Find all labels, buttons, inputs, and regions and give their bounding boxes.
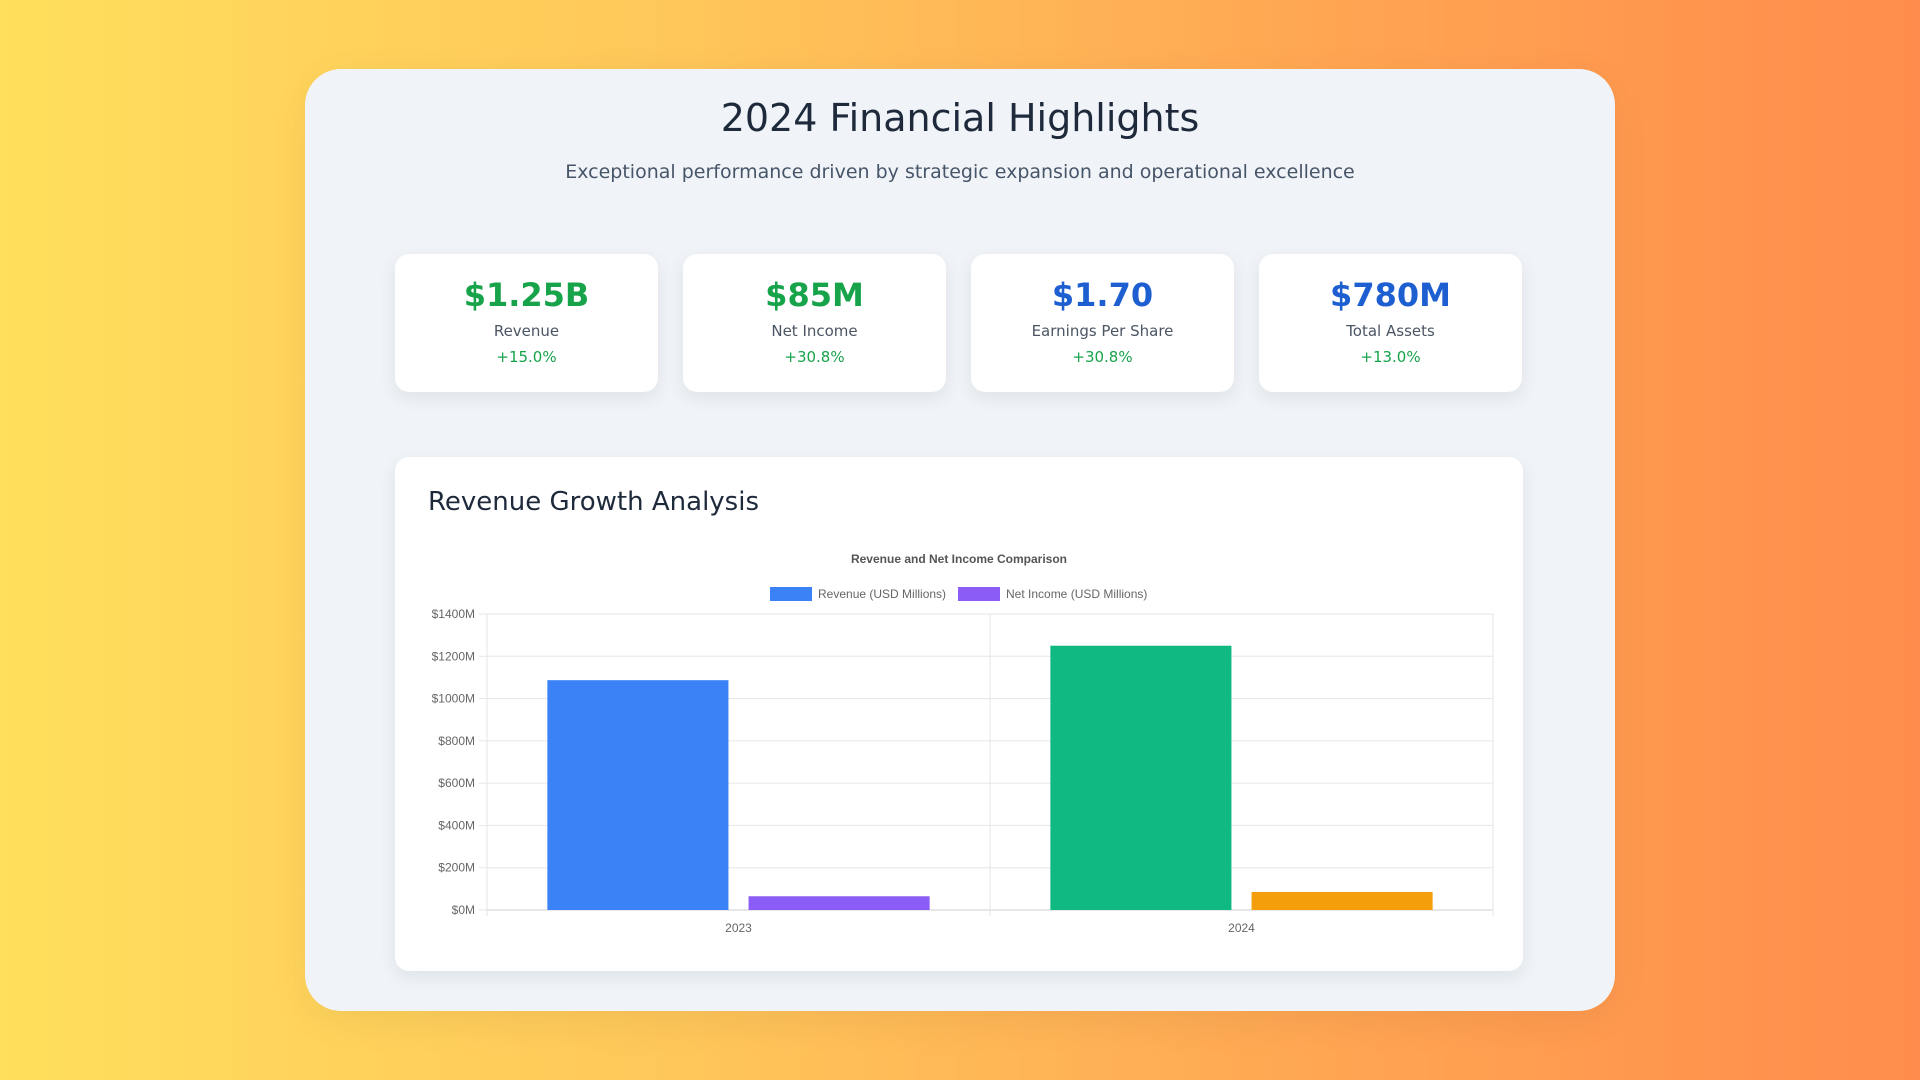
legend-label: Revenue (USD Millions) bbox=[818, 587, 946, 601]
y-tick-label: $400M bbox=[438, 818, 475, 832]
kpi-card-total-assets: $780M Total Assets +13.0% bbox=[1259, 254, 1522, 392]
revenue-bar-chart: Revenue and Net Income Comparison Revenue… bbox=[432, 552, 1494, 935]
kpi-value: $85M bbox=[765, 276, 864, 314]
kpi-label: Revenue bbox=[493, 322, 560, 340]
page-subtitle: Exceptional performance driven by strate… bbox=[565, 161, 1355, 183]
kpi-value: $1.25B bbox=[463, 276, 590, 314]
highlights-panel: 2024 Financial Highlights Exceptional pe… bbox=[305, 69, 1615, 1011]
kpi-value: $780M bbox=[1330, 276, 1451, 314]
kpi-change: +30.8% bbox=[784, 348, 845, 366]
bar-2024-series-0 bbox=[1050, 645, 1232, 910]
y-tick-label: $200M bbox=[438, 861, 475, 875]
kpi-change: +13.0% bbox=[1360, 348, 1421, 366]
kpi-label: Net Income bbox=[771, 322, 858, 340]
y-tick-label: $1000M bbox=[432, 692, 475, 706]
y-tick-label: $800M bbox=[438, 734, 475, 748]
section-heading: Revenue Growth Analysis bbox=[428, 487, 759, 517]
bar-2023-series-0 bbox=[547, 680, 729, 910]
x-tick-label: 2023 bbox=[725, 921, 752, 935]
revenue-chart-card: Revenue Growth Analysis Revenue and Net … bbox=[395, 457, 1523, 971]
kpi-label: Earnings Per Share bbox=[1031, 322, 1174, 340]
y-tick-label: $1200M bbox=[432, 649, 475, 663]
page-title: 2024 Financial Highlights bbox=[720, 96, 1200, 140]
kpi-change: +30.8% bbox=[1072, 348, 1133, 366]
legend-swatch bbox=[958, 587, 1000, 601]
y-tick-label: $0M bbox=[452, 903, 475, 917]
kpi-label: Total Assets bbox=[1346, 322, 1435, 340]
kpi-card-eps: $1.70 Earnings Per Share +30.8% bbox=[971, 254, 1234, 392]
kpi-change: +15.0% bbox=[496, 348, 557, 366]
chart-title: Revenue and Net Income Comparison bbox=[851, 552, 1067, 566]
y-tick-label: $600M bbox=[438, 776, 475, 790]
bar-2023-series-1 bbox=[748, 896, 930, 910]
kpi-card-revenue: $1.25B Revenue +15.0% bbox=[395, 254, 658, 392]
kpi-value: $1.70 bbox=[1051, 276, 1154, 314]
legend-swatch bbox=[770, 587, 812, 601]
x-tick-label: 2024 bbox=[1228, 921, 1255, 935]
kpi-card-net-income: $85M Net Income +30.8% bbox=[683, 254, 946, 392]
bar-2024-series-1 bbox=[1251, 892, 1433, 910]
y-tick-label: $1400M bbox=[432, 607, 475, 621]
legend-label: Net Income (USD Millions) bbox=[1006, 587, 1147, 601]
